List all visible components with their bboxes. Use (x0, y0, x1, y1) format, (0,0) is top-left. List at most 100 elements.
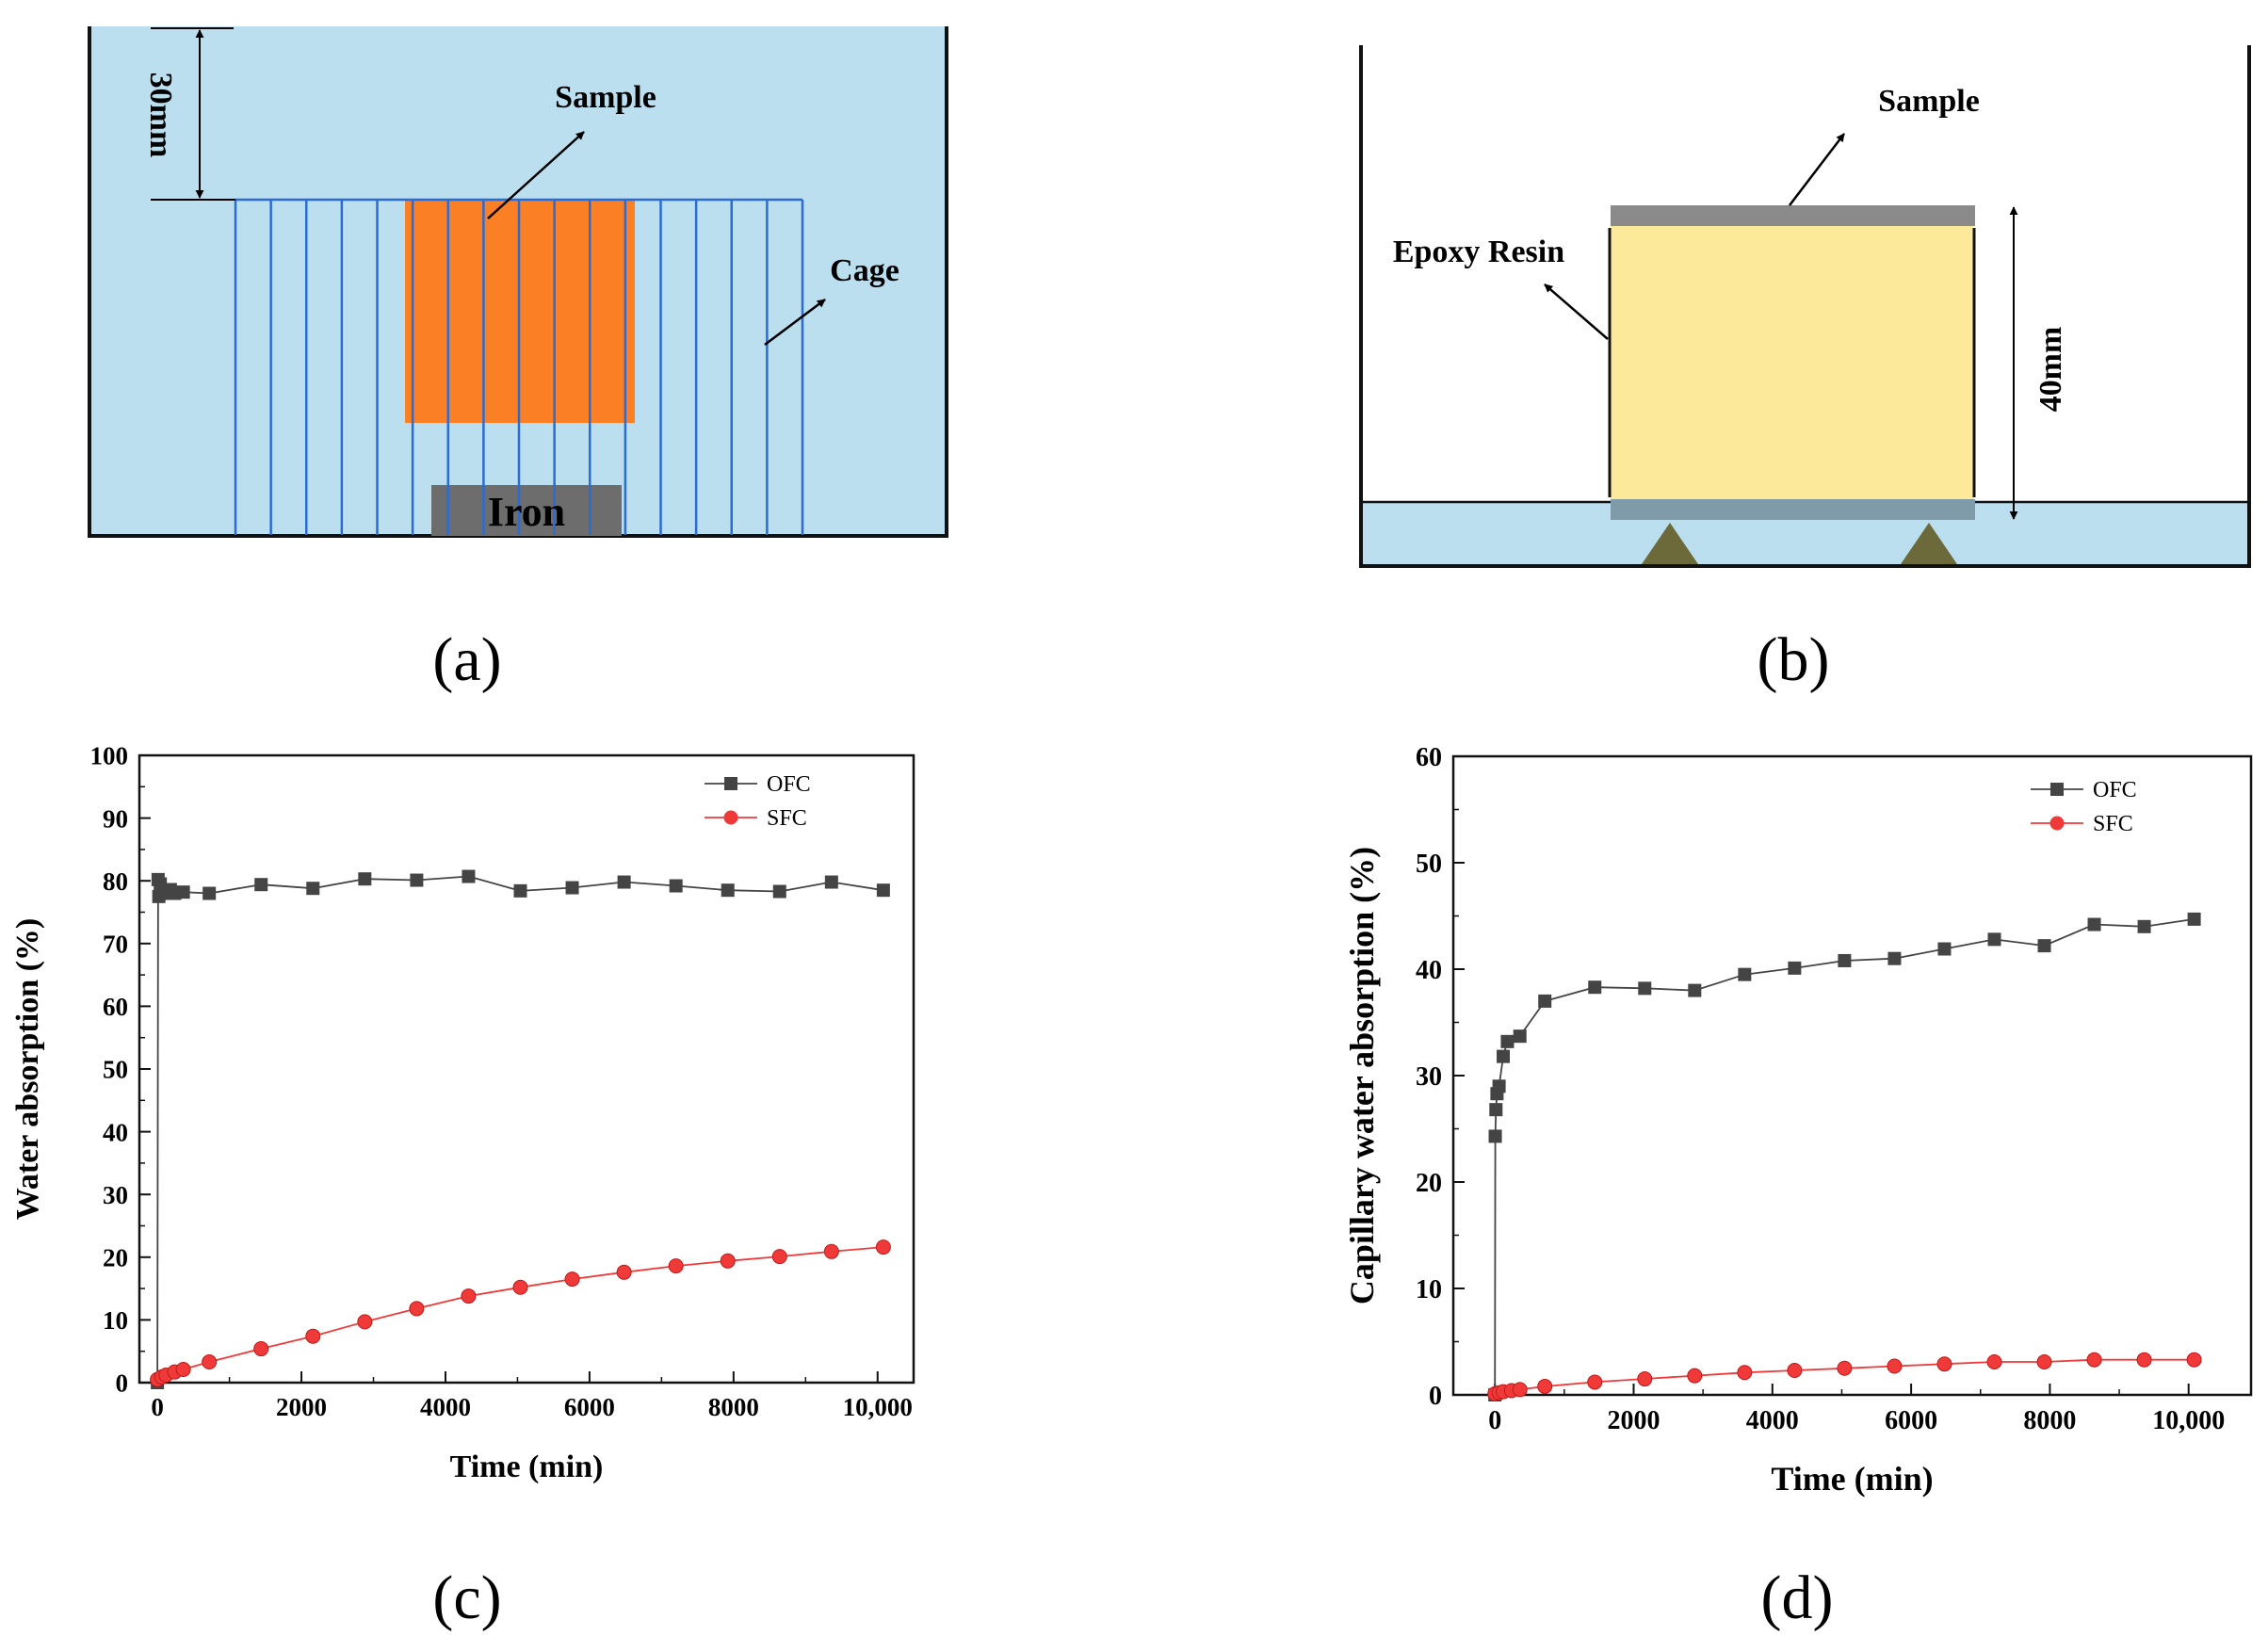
chart-d-point-ofc (1513, 1029, 1527, 1044)
panel-c-caption: (c) (432, 1563, 501, 1632)
chart-c-point-ofc (462, 869, 476, 883)
panel-a-cage (234, 198, 804, 535)
chart-c-ytick-label: 0 (116, 1369, 129, 1398)
chart-d-point-sfc (1936, 1356, 1952, 1372)
chart-d-point-ofc (1887, 951, 1902, 965)
chart-d-ytick-label: 50 (1416, 850, 1442, 879)
chart-d-point-ofc (2187, 912, 2201, 926)
chart-d-point-sfc (1637, 1371, 1653, 1387)
chart-c-point-sfc (875, 1239, 891, 1255)
panel-b-caption: (b) (1758, 625, 1830, 694)
chart-d-xtick-label: 10,000 (2152, 1406, 2225, 1435)
chart-c-point-sfc (409, 1301, 425, 1317)
chart-c-point-ofc (669, 879, 683, 893)
chart-c-xtick-label: 8000 (708, 1393, 759, 1421)
chart-c-series-sfc-line (156, 1246, 883, 1381)
panel-a-diagram: 30mm Sample Cage Iron (a) (88, 26, 948, 694)
chart-c-ytick-label: 40 (103, 1118, 128, 1146)
chart-c-point-sfc (461, 1288, 477, 1304)
panel-b-resin-label: Epoxy Resin (1393, 235, 1564, 269)
chart-c-point-sfc (175, 1362, 191, 1378)
panel-a-sample-pointer (487, 131, 585, 219)
chart-c-point-ofc (358, 872, 372, 886)
chart-d-ytick-label: 60 (1416, 743, 1442, 772)
chart-c-point-ofc (306, 882, 320, 896)
panel-a-sample-label: Sample (555, 80, 656, 115)
chart-d-point-ofc (1588, 980, 1602, 995)
chart-c-point-ofc (176, 885, 190, 899)
chart-c: 0 10 20 30 40 50 60 70 80 90 100 0 2000 4000 6000 8000 1… (10, 742, 915, 1484)
chart-c-xtick-label: 4000 (420, 1393, 471, 1421)
chart-d-point-ofc (1488, 1129, 1502, 1143)
chart-d-point-sfc (1737, 1365, 1753, 1381)
chart-c-point-ofc (772, 884, 786, 899)
chart-c-legend-label-ofc: OFC (767, 772, 811, 797)
chart-c-point-ofc (565, 881, 579, 895)
chart-d-point-ofc (1638, 981, 1652, 996)
chart-c-point-sfc (720, 1253, 736, 1269)
chart-d-ytick-label: 20 (1416, 1169, 1442, 1198)
chart-c-point-sfc (305, 1328, 321, 1344)
chart-d-ylabel: Capillary water absorption (%) (1343, 847, 1381, 1304)
chart-c-point-ofc (513, 883, 527, 898)
chart-c-point-sfc (823, 1243, 839, 1259)
chart-c-point-ofc (876, 883, 890, 898)
chart-c-ytick-label: 10 (103, 1306, 128, 1335)
chart-d-xlabel: Time (min) (1771, 1460, 1933, 1498)
chart-d-ytick-label: 10 (1416, 1275, 1442, 1304)
chart-c-ytick-label: 70 (103, 931, 128, 959)
chart-d-point-ofc (1788, 961, 1802, 975)
panel-b-top-cap (1611, 205, 1975, 226)
chart-d-point-ofc (2137, 919, 2151, 933)
chart-d-point-sfc (1837, 1360, 1853, 1376)
chart-d-point-ofc (1838, 953, 1852, 967)
panel-a-dimension-label: 30mm (143, 73, 178, 158)
chart-d-plot-frame (1451, 754, 2253, 1397)
chart-d-point-ofc (1987, 932, 2001, 947)
chart-d-point-ofc (2087, 917, 2101, 931)
chart-d-point-ofc (1500, 1034, 1515, 1048)
chart-c-xlabel: Time (min) (450, 1450, 604, 1484)
chart-c-legend-label-sfc: SFC (767, 806, 807, 831)
chart-d-point-sfc (2036, 1353, 2052, 1369)
chart-c-ylabel: Water absorption (%) (10, 918, 45, 1220)
chart-d-legend-marker-sfc (2049, 816, 2065, 831)
chart-c-point-ofc (202, 886, 217, 900)
chart-d-point-ofc (2037, 939, 2051, 953)
chart-c-legend-marker-sfc (723, 810, 738, 825)
chart-c-point-sfc (616, 1264, 632, 1280)
chart-d-point-sfc (1512, 1382, 1528, 1398)
chart-c-ytick-label: 60 (103, 993, 128, 1021)
chart-c-point-ofc (824, 875, 838, 889)
chart-c-legend-marker-ofc (724, 777, 737, 790)
chart-d-point-sfc (2186, 1352, 2202, 1368)
chart-c-ytick-label: 100 (90, 742, 129, 770)
chart-c-point-sfc (512, 1279, 528, 1295)
chart-c-ytick-label: 30 (103, 1181, 128, 1209)
chart-c-xtick-label: 6000 (564, 1393, 615, 1421)
panel-a-cage-label: Cage (830, 253, 899, 288)
chart-c-ytick-label: 90 (103, 804, 128, 833)
chart-d-xtick-label: 4000 (1746, 1406, 1799, 1435)
chart-d-point-sfc (1887, 1358, 1903, 1374)
chart-d-point-ofc (1497, 1049, 1511, 1063)
chart-d-point-sfc (1537, 1378, 1553, 1394)
panel-d-caption: (d) (1761, 1563, 1834, 1632)
chart-d-point-ofc (1538, 994, 1552, 1008)
panel-b-sample-label: Sample (1878, 84, 1980, 119)
chart-c-xtick-label: 2000 (276, 1393, 327, 1421)
chart-d-xtick-label: 6000 (1885, 1406, 1937, 1435)
chart-d-point-sfc (1687, 1368, 1703, 1384)
chart-c-point-ofc (254, 878, 268, 892)
chart-c-point-ofc (721, 883, 735, 898)
panel-b-diagram: 40mm Sample Epoxy Resin (b) (1359, 45, 2251, 694)
chart-d-point-ofc (1688, 983, 1702, 997)
panel-b-support-left (1642, 523, 1698, 564)
chart-d-point-sfc (1986, 1353, 2002, 1369)
chart-c-xtick-label: 10,000 (843, 1393, 913, 1421)
panel-b-dimension-label: 40mm (2033, 327, 2068, 413)
panel-a-cage-pointer (764, 299, 826, 346)
panel-b-bottom-cap (1611, 499, 1975, 520)
chart-c-point-sfc (668, 1258, 684, 1274)
